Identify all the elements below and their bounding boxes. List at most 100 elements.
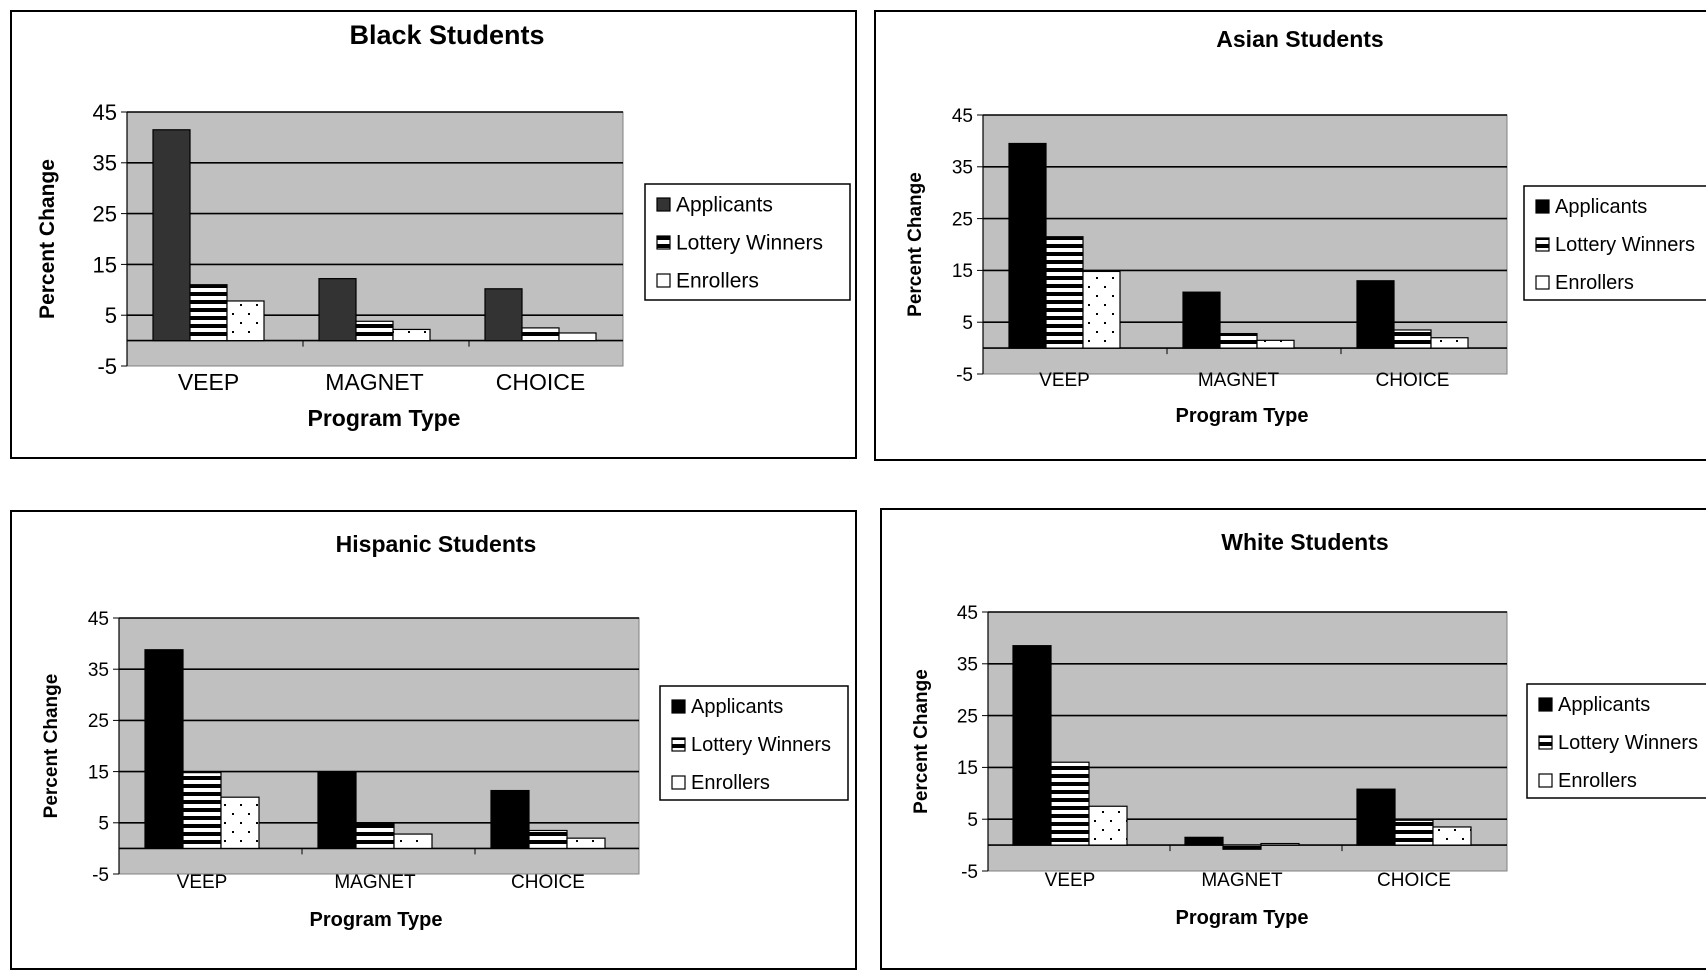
bar-applicants-veep [144, 649, 184, 850]
legend-swatch [1538, 773, 1553, 788]
y-axis-title: Percent Change [41, 674, 62, 819]
legend-label: Enrollers [676, 270, 759, 293]
bar-enrollers-veep [1082, 270, 1121, 349]
bar-enrollers-veep [226, 300, 265, 342]
x-tick-label: CHOICE [511, 872, 585, 893]
x-tick-label: VEEP [1045, 870, 1096, 891]
y-tick-label: 35 [88, 660, 109, 681]
bar-enrollers-magnet [1260, 842, 1300, 846]
y-tick-label: 15 [88, 762, 109, 783]
x-tick-label: MAGNET [1201, 870, 1283, 891]
y-tick-label: 35 [957, 655, 978, 676]
legend-box [644, 183, 851, 301]
x-tick-label: VEEP [1039, 370, 1090, 391]
bar-enrollers-veep [1088, 805, 1128, 846]
y-tick-label: 45 [952, 106, 973, 127]
x-axis-title: Program Type [308, 405, 461, 431]
y-tick-label: 25 [93, 202, 117, 227]
y-tick-label: -5 [97, 354, 117, 379]
chart-svg-black: Black Students 45 35 25 15 5 -5 VEEP MAGNET CHOIC… [36, 20, 851, 431]
x-axis-title: Program Type [1176, 907, 1309, 929]
chart-panel-white: White Students 45 35 25 15 5 -5 VEEP MAGNET CHOIC… [880, 508, 1706, 970]
chart-svg-hispanic: Hispanic Students 45 35 25 15 5 -5 VEEP MAGNET CH… [41, 531, 849, 931]
bar-lottery-winners-magnet [355, 823, 395, 850]
y-axis-title: Percent Change [36, 159, 59, 319]
bar-lottery-winners-veep [1050, 761, 1090, 846]
bar-lottery-winners-choice [521, 327, 560, 342]
x-tick-label: CHOICE [1377, 870, 1451, 891]
legend-label: Applicants [1558, 694, 1650, 716]
bar-enrollers-choice [1430, 337, 1469, 349]
legend-swatch [1535, 199, 1550, 214]
chart-panel-asian: Asian Students 45 35 25 15 5 -5 VEEP MAGNET CHOIC… [874, 10, 1706, 461]
x-tick-label: CHOICE [496, 369, 585, 395]
x-tick-label: CHOICE [1376, 370, 1450, 391]
y-tick-label: 5 [105, 303, 117, 328]
bar-enrollers-choice [558, 332, 597, 342]
legend-label: Enrollers [1558, 770, 1637, 792]
bar-applicants-choice [484, 288, 523, 342]
bar-lottery-winners-veep [189, 284, 228, 342]
x-tick-label: MAGNET [325, 369, 423, 395]
bar-applicants-magnet [318, 278, 357, 342]
bar-lottery-winners-magnet [1219, 332, 1258, 349]
bar-lottery-winners-choice [1394, 819, 1434, 846]
y-tick-label: 5 [967, 810, 978, 831]
bar-applicants-veep [1012, 645, 1052, 846]
y-tick-label: 45 [88, 609, 109, 630]
y-tick-label: -5 [92, 865, 109, 886]
legend-swatch [1538, 697, 1553, 712]
legend-label: Enrollers [691, 772, 770, 794]
legend-swatch [671, 699, 686, 714]
x-tick-label: VEEP [178, 369, 239, 395]
bar-enrollers-magnet [392, 328, 431, 342]
legend-box [659, 685, 849, 801]
bar-lottery-winners-veep [1045, 236, 1084, 349]
bar-lottery-winners-magnet [355, 320, 394, 342]
y-tick-label: 45 [93, 100, 117, 125]
x-axis-title: Program Type [1176, 405, 1309, 427]
y-tick-label: 25 [957, 706, 978, 727]
y-tick-label: 25 [952, 209, 973, 230]
legend-label: Lottery Winners [1558, 732, 1698, 754]
y-tick-label: 35 [93, 151, 117, 176]
legend-swatch [1535, 237, 1550, 252]
bar-enrollers-magnet [1256, 339, 1295, 349]
bar-applicants-magnet [1182, 291, 1221, 349]
legend-box [1526, 683, 1706, 799]
legend-label: Enrollers [1555, 272, 1634, 294]
y-tick-label: 15 [957, 758, 978, 779]
bar-enrollers-magnet [393, 833, 433, 849]
chart-title: Black Students [349, 20, 544, 50]
x-tick-label: VEEP [177, 872, 228, 893]
legend-label: Lottery Winners [691, 734, 831, 756]
bar-applicants-choice [490, 789, 530, 850]
legend-label: Applicants [691, 696, 783, 718]
legend-swatch [671, 775, 686, 790]
legend-label: Applicants [1555, 196, 1647, 218]
chart-svg-asian: Asian Students 45 35 25 15 5 -5 VEEP MAGNET CHOIC… [905, 26, 1706, 427]
x-tick-label: MAGNET [1198, 370, 1280, 391]
legend-swatch [656, 197, 671, 212]
x-tick-label: MAGNET [334, 872, 416, 893]
y-tick-label: 35 [952, 158, 973, 179]
chart-title: Asian Students [1216, 26, 1383, 52]
bar-applicants-magnet [317, 771, 357, 850]
legend-swatch [1535, 275, 1550, 290]
bar-applicants-veep [152, 129, 191, 342]
y-tick-label: 45 [957, 603, 978, 624]
bar-lottery-winners-veep [182, 772, 222, 849]
bar-enrollers-choice [566, 837, 606, 850]
chart-title: Hispanic Students [336, 531, 537, 557]
bar-lottery-winners-magnet [1222, 844, 1262, 850]
legend-swatch [656, 273, 671, 288]
bar-enrollers-veep [220, 796, 260, 850]
y-tick-label: -5 [961, 862, 978, 883]
legend-swatch [671, 737, 686, 752]
bar-enrollers-choice [1432, 826, 1472, 846]
legend-swatch [656, 235, 671, 250]
y-tick-label: 25 [88, 711, 109, 732]
legend-swatch [1538, 735, 1553, 750]
bar-applicants-choice [1356, 788, 1396, 846]
y-tick-label: -5 [956, 365, 973, 386]
